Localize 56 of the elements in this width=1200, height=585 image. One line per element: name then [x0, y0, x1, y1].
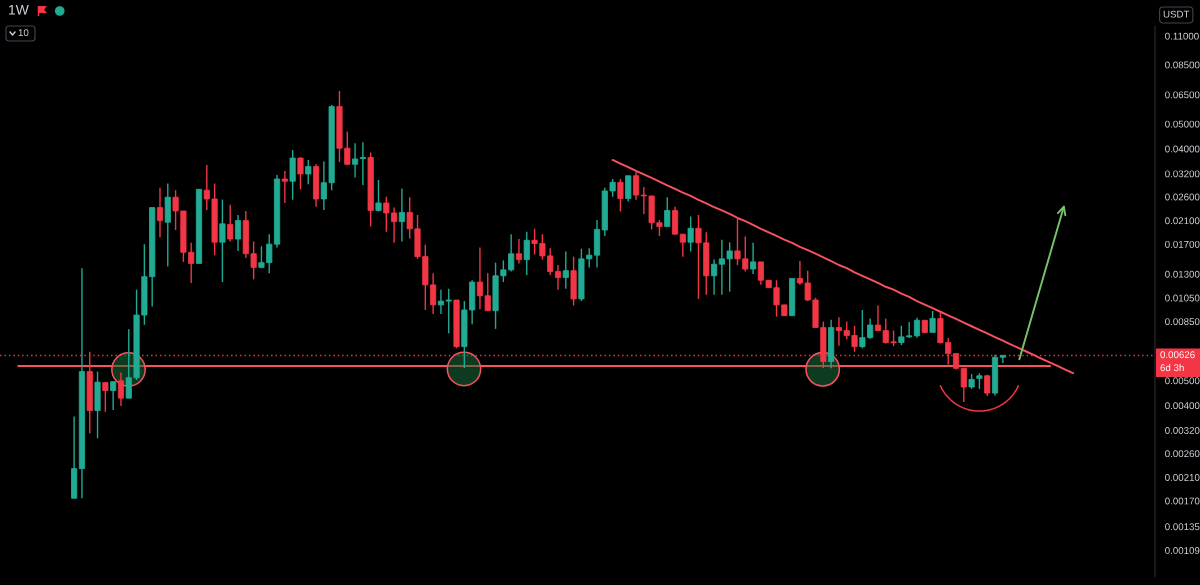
chart-title: 1W — [9, 5, 29, 15]
candlestick — [352, 142, 359, 179]
y-tick-label: 0.06500 — [1165, 91, 1200, 99]
candlestick — [281, 170, 288, 204]
candlestick — [625, 175, 632, 203]
candlestick — [671, 205, 679, 235]
candlestick — [297, 156, 304, 191]
candlestick — [102, 381, 109, 413]
y-axis-title: USDT — [1163, 10, 1190, 18]
y-tick-label: 0.00210 — [1165, 474, 1200, 481]
y-tick-label: 0.05000 — [1165, 120, 1200, 128]
text: 6d 3h — [1160, 363, 1184, 372]
candlestick — [219, 198, 226, 283]
candlestick — [227, 204, 234, 243]
y-tick-label: 0.00850 — [1165, 318, 1200, 326]
candlestick — [305, 159, 312, 185]
candlestick — [632, 170, 640, 201]
ref-line-label: 0.00626 — [1160, 351, 1195, 359]
candlestick — [234, 214, 242, 252]
candlestick — [999, 354, 1006, 364]
y-tick-label: 0.01050 — [1165, 294, 1200, 302]
candlestick — [523, 231, 530, 276]
candlestick — [554, 264, 562, 291]
y-tick-label: 0.04000 — [1165, 145, 1200, 153]
candlestick — [156, 187, 164, 238]
y-tick-label: 0.00400 — [1165, 402, 1200, 410]
candlestick — [359, 141, 366, 186]
y-tick-label: 0.08500 — [1165, 61, 1200, 69]
y-tick-label: 0.02600 — [1165, 193, 1200, 201]
candlestick — [750, 242, 757, 275]
y-tick-label: 0.00109 — [1165, 547, 1200, 554]
candlestick — [711, 258, 718, 296]
candlestick — [515, 238, 523, 265]
y-tick-label: 0.00260 — [1165, 450, 1200, 458]
y-tick-label: 0.01700 — [1165, 240, 1200, 248]
candlestick — [110, 380, 117, 411]
y-tick-label: 0.00170 — [1165, 497, 1200, 505]
candlestick — [664, 196, 671, 228]
candlestick — [375, 179, 382, 213]
annotation: 10 — [18, 29, 29, 37]
y-tick-label: 0.01300 — [1165, 270, 1200, 278]
y-tick-label: 0.02100 — [1165, 217, 1200, 225]
candlestick — [289, 149, 296, 201]
candlestick — [398, 187, 405, 243]
y-tick-label: 0.00320 — [1165, 427, 1200, 434]
y-tick-label: 0.03200 — [1165, 170, 1200, 178]
candlestick — [617, 178, 624, 213]
candlestick — [562, 250, 569, 290]
candlestick — [913, 317, 921, 339]
candlestick — [117, 371, 125, 407]
candlestick — [929, 310, 936, 334]
y-tick-label: 0.00500 — [1165, 377, 1200, 385]
y-tick-label: 0.00135 — [1165, 523, 1200, 531]
candlestick — [679, 233, 686, 258]
y-tick-label: 0.11000 — [1165, 32, 1199, 40]
candlestick — [687, 215, 694, 253]
